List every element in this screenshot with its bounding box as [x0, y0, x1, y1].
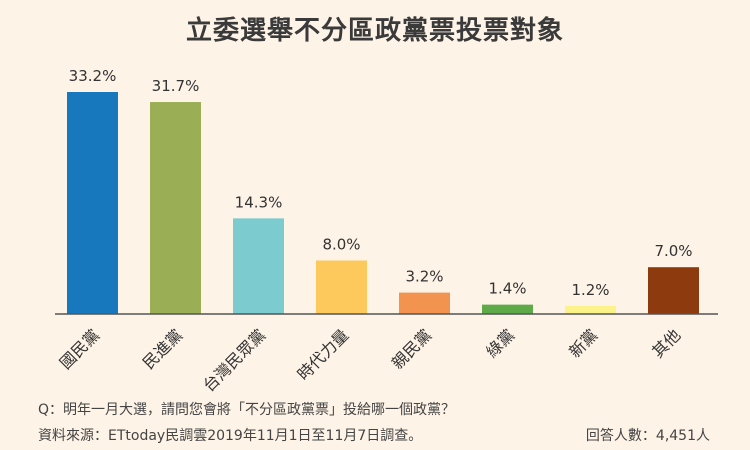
- chart-title: 立委選舉不分區政黨票投票對象: [185, 16, 564, 46]
- category-label-6: 新黨: [565, 325, 601, 361]
- value-label-0: 33.2%: [69, 67, 117, 85]
- bar-4: [399, 292, 450, 314]
- bar-3: [316, 260, 367, 314]
- value-label-5: 1.4%: [488, 280, 526, 298]
- category-label-7: 其他: [648, 325, 684, 361]
- category-label-2: 台灣民眾黨: [199, 325, 269, 395]
- bar-6: [565, 305, 616, 314]
- bar-1: [150, 102, 201, 314]
- respondent-count: 回答人數：4,451人: [585, 428, 710, 444]
- category-label-4: 親民黨: [388, 325, 435, 372]
- category-label-5: 綠黨: [482, 325, 518, 361]
- chart-panel: [8, 4, 742, 446]
- value-label-2: 14.3%: [235, 193, 283, 211]
- value-label-4: 3.2%: [405, 268, 443, 286]
- data-source: 資料來源：ETtoday民調雲2019年11月1日至11月7日調查。: [38, 428, 423, 444]
- bar-5: [482, 304, 533, 314]
- bar-7: [648, 267, 699, 314]
- value-label-7: 7.0%: [654, 242, 692, 260]
- category-label-0: 國民黨: [56, 325, 103, 372]
- value-label-6: 1.2%: [571, 281, 609, 299]
- survey-question: Q：明年一月大選，請問您會將「不分區政黨票」投給哪一個政黨？: [38, 402, 456, 418]
- bar-0: [67, 92, 118, 314]
- bar-2: [233, 218, 284, 314]
- value-label-1: 31.7%: [152, 77, 200, 95]
- category-label-1: 民進黨: [139, 325, 186, 372]
- category-label-3: 時代力量: [294, 325, 353, 384]
- value-label-3: 8.0%: [322, 236, 360, 254]
